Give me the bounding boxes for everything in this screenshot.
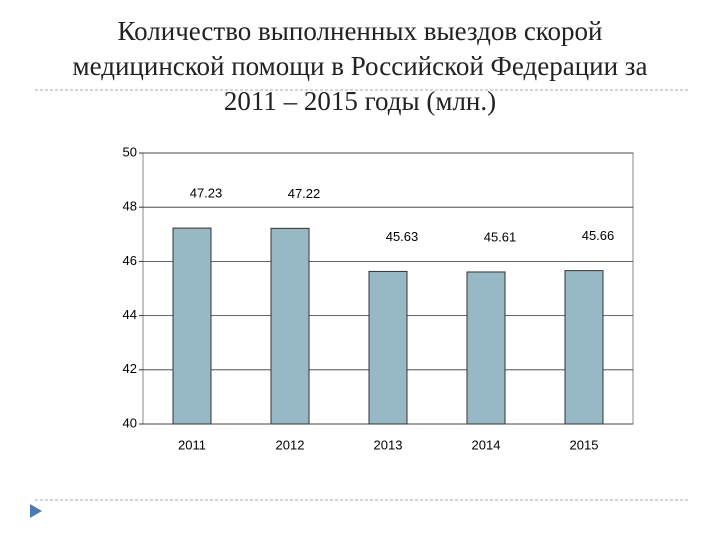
bar	[172, 227, 212, 425]
y-tick-label: 42	[123, 361, 137, 376]
x-tick-label: 2011	[178, 437, 206, 452]
x-tick-label: 2012	[276, 437, 305, 452]
x-tick-label: 2013	[374, 437, 403, 452]
x-tick-label: 2015	[570, 437, 599, 452]
y-tick-label: 44	[123, 307, 137, 322]
y-tick-label: 40	[123, 415, 137, 430]
data-label: 45.66	[582, 228, 615, 243]
y-tick-label: 48	[123, 199, 137, 214]
chart-title: Количество выполненных выездов скорой ме…	[72, 16, 648, 116]
bar	[466, 271, 506, 425]
data-label: 47.22	[288, 186, 321, 201]
bar	[564, 270, 604, 425]
data-label: 45.61	[484, 229, 517, 244]
data-label: 45.63	[386, 229, 419, 244]
bullet-icon	[30, 504, 42, 518]
y-tick-label: 46	[123, 253, 137, 268]
bar	[368, 270, 408, 425]
y-tick-label: 50	[123, 144, 137, 159]
bar	[270, 227, 310, 425]
x-tick-label: 2014	[472, 437, 501, 452]
data-label: 47.23	[190, 186, 223, 201]
